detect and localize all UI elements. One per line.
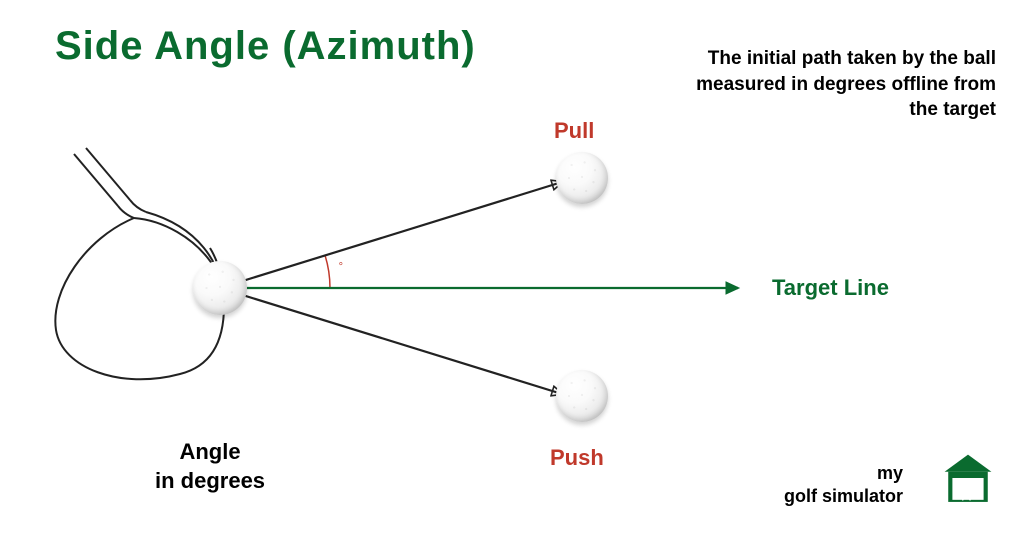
target-label: Target Line — [772, 275, 889, 301]
push-arrow — [220, 288, 562, 394]
angle-arc: ° — [325, 255, 343, 288]
angle-label-line-1: Angle — [179, 439, 240, 464]
pull-arrow — [220, 182, 562, 288]
brand-line-2: golf simulator — [784, 486, 903, 506]
angle-in-degrees-label: Angle in degrees — [155, 438, 265, 495]
golf-ball-push — [556, 370, 608, 422]
brand-text: my golf simulator — [784, 462, 903, 507]
golf-club-icon — [55, 148, 224, 379]
brand-house-icon — [942, 452, 994, 504]
angle-label-line-2: in degrees — [155, 468, 265, 493]
golf-ball-origin — [193, 261, 247, 315]
push-label: Push — [550, 445, 604, 471]
golf-ball-pull — [556, 152, 608, 204]
pull-label: Pull — [554, 118, 594, 144]
angle-arc-label: ° — [339, 261, 343, 273]
brand-line-1: my — [877, 463, 903, 483]
azimuth-diagram: ° — [0, 0, 1024, 537]
